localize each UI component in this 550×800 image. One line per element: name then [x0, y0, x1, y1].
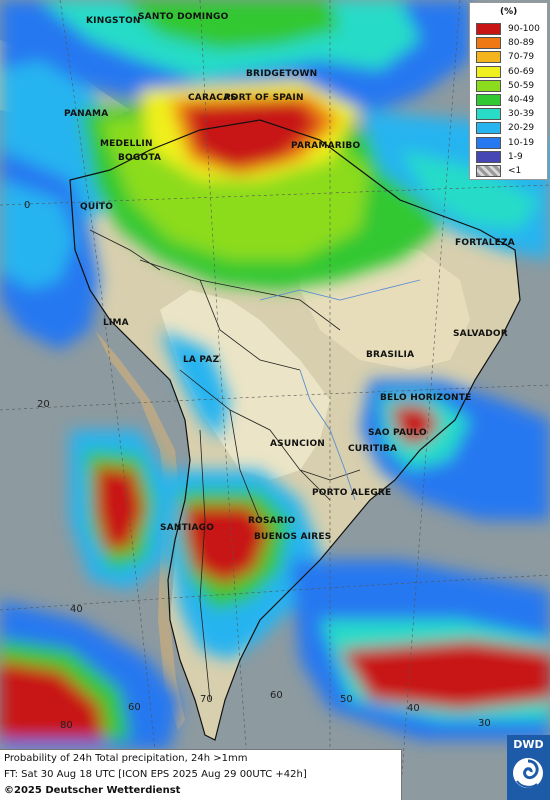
legend-swatch: [476, 79, 501, 92]
grid-label-lon-60a: 60: [128, 702, 141, 713]
legend-label: 50-59: [508, 80, 535, 91]
city-label: BRIDGETOWN: [246, 69, 318, 79]
city-label: LIMA: [103, 318, 129, 328]
legend: (%) 90-100 80-89 70-79 60-69 50-59 40-49 30-39…: [469, 2, 548, 180]
grid-label-lat-20: 20: [37, 399, 50, 410]
grid-label-lon-60b: 60: [270, 690, 283, 701]
legend-label: <1: [508, 166, 522, 176]
grid-label-lon-80: 80: [60, 720, 73, 731]
legend-swatch: [476, 150, 501, 163]
city-label: PARAMARIBO: [291, 141, 361, 151]
country-borders: [89, 229, 361, 701]
city-label: ASUNCION: [270, 439, 326, 449]
city-label: SANTIAGO: [160, 523, 215, 533]
legend-label: 40-49: [508, 95, 535, 105]
map-caption: Probability of 24h Total precipitation, …: [0, 749, 402, 800]
city-label: PORTO ALEGRE: [312, 488, 392, 498]
city-label: PANAMA: [64, 109, 109, 119]
city-label: KINGSTON: [86, 16, 141, 26]
legend-label: 10-19: [508, 137, 535, 148]
city-label: SAO PAULO: [368, 428, 427, 438]
caption-forecast-time: FT: Sat 30 Aug 18 UTC [ICON EPS 2025 Aug…: [4, 769, 307, 780]
coastline: [69, 119, 521, 741]
rivers: [259, 279, 421, 501]
legend-label: 1-9: [508, 151, 523, 162]
city-label: LA PAZ: [183, 355, 220, 365]
grid-label-lon-70: 70: [200, 694, 213, 705]
city-label: BRASILIA: [366, 350, 415, 360]
grid-label-lon-50: 50: [340, 694, 353, 705]
grid-label-lon-30: 30: [478, 718, 491, 729]
city-label: PORT OF SPAIN: [224, 93, 304, 103]
legend-label: 20-29: [508, 123, 535, 134]
grid-label-lat-40: 40: [70, 604, 83, 615]
legend-swatch: [476, 122, 501, 135]
dwd-logo-text: DWD: [513, 738, 544, 751]
caption-copyright: ©2025 Deutscher Wetterdienst: [4, 785, 181, 796]
city-label: SANTO DOMINGO: [138, 12, 229, 22]
legend-label: 70-79: [508, 52, 535, 63]
legend-label: 60-69: [508, 66, 535, 77]
city-label: CURITIBA: [348, 444, 398, 454]
caption-title: Probability of 24h Total precipitation, …: [4, 753, 248, 764]
legend-label: 30-39: [508, 109, 535, 120]
legend-swatch: [476, 108, 501, 121]
legend-swatch: [476, 165, 501, 177]
legend-label: 90-100: [508, 24, 540, 34]
city-label: BELO HORIZONTE: [380, 393, 472, 403]
city-label: SALVADOR: [453, 329, 508, 339]
city-label: BOGOTA: [118, 153, 162, 163]
legend-swatch: [476, 51, 501, 64]
city-label: QUITO: [80, 202, 114, 212]
grid-label-lat-0: 0: [24, 200, 31, 211]
legend-swatch: [476, 37, 501, 50]
city-label: MEDELLIN: [100, 139, 153, 149]
grid-label-lon-40: 40: [407, 703, 420, 714]
legend-title: (%): [500, 7, 518, 17]
dwd-logo: DWD: [507, 735, 550, 800]
city-label: CARACAS: [188, 93, 237, 103]
city-label: ROSARIO: [248, 516, 296, 526]
legend-swatch: [476, 94, 501, 106]
city-label: FORTALEZA: [455, 238, 515, 248]
dwd-logo-swirl-icon: [513, 758, 543, 788]
legend-swatch: [476, 23, 501, 35]
legend-swatch: [476, 65, 501, 78]
legend-swatch: [476, 136, 501, 149]
legend-label: 80-89: [508, 38, 535, 49]
city-label: BUENOS AIRES: [254, 532, 332, 542]
